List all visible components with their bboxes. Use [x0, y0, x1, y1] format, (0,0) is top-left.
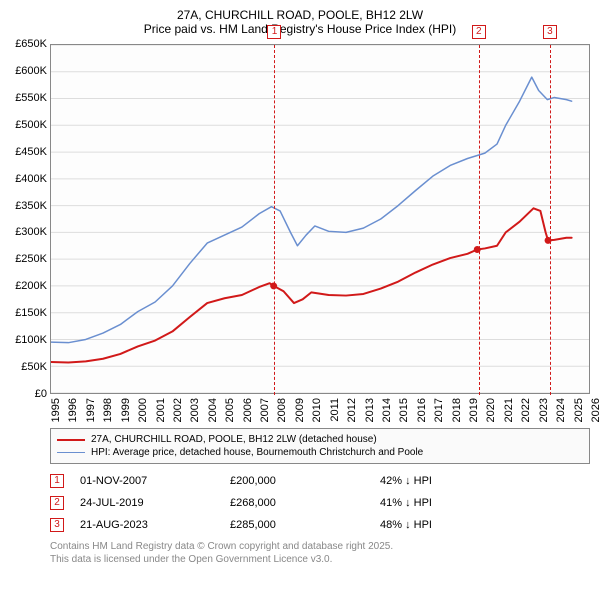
sale-price: £200,000 — [230, 475, 380, 487]
y-tick-label: £400K — [15, 173, 47, 185]
legend-swatch — [57, 452, 85, 453]
x-tick-label: 2024 — [555, 398, 567, 422]
sale-marker-box: 2 — [50, 496, 64, 510]
x-tick-label: 2006 — [242, 398, 254, 422]
sale-date: 24-JUL-2019 — [80, 497, 230, 509]
x-tick-label: 2016 — [416, 398, 428, 422]
x-tick-label: 2014 — [381, 398, 393, 422]
x-tick-label: 2012 — [346, 398, 358, 422]
x-tick-label: 2008 — [276, 398, 288, 422]
x-tick-label: 2009 — [294, 398, 306, 422]
legend-item: HPI: Average price, detached house, Bour… — [57, 446, 583, 459]
x-tick-label: 2005 — [224, 398, 236, 422]
plot-svg — [51, 45, 589, 393]
x-tick-label: 2007 — [259, 398, 271, 422]
y-tick-label: £450K — [15, 146, 47, 158]
title-subtitle: Price paid vs. HM Land Registry's House … — [0, 22, 600, 36]
x-tick-label: 2018 — [451, 398, 463, 422]
y-tick-label: £500K — [15, 119, 47, 131]
x-tick-label: 2003 — [189, 398, 201, 422]
event-marker-label: 2 — [472, 25, 486, 39]
event-marker-line — [550, 45, 551, 395]
sale-row: 3 21-AUG-2023£285,00048% ↓ HPI — [50, 514, 590, 536]
sale-price: £285,000 — [230, 519, 380, 531]
y-tick-label: £550K — [15, 92, 47, 104]
y-tick-label: £50K — [21, 361, 47, 373]
sale-date: 21-AUG-2023 — [80, 519, 230, 531]
event-marker-line — [479, 45, 480, 395]
legend-label: 27A, CHURCHILL ROAD, POOLE, BH12 2LW (de… — [91, 434, 377, 445]
sale-row: 1 01-NOV-2007£200,00042% ↓ HPI — [50, 470, 590, 492]
x-tick-label: 2021 — [503, 398, 515, 422]
legend: 27A, CHURCHILL ROAD, POOLE, BH12 2LW (de… — [50, 428, 590, 464]
x-tick-label: 2026 — [590, 398, 600, 422]
attribution-line2: This data is licensed under the Open Gov… — [50, 553, 590, 566]
x-tick-label: 2023 — [538, 398, 550, 422]
sale-row: 2 24-JUL-2019£268,00041% ↓ HPI — [50, 492, 590, 514]
sale-price: £268,000 — [230, 497, 380, 509]
x-tick-label: 2022 — [520, 398, 532, 422]
x-axis: 1995 1996 1997 1998 1999 2000 2001 2002 2003 2004… — [50, 394, 590, 420]
y-tick-label: £650K — [15, 38, 47, 50]
sale-marker-box: 1 — [50, 474, 64, 488]
attribution: Contains HM Land Registry data © Crown c… — [50, 540, 590, 566]
sale-vs-hpi: 48% ↓ HPI — [380, 519, 530, 531]
event-marker-label: 3 — [543, 25, 557, 39]
sale-date: 01-NOV-2007 — [80, 475, 230, 487]
x-tick-label: 2004 — [207, 398, 219, 422]
sale-vs-hpi: 41% ↓ HPI — [380, 497, 530, 509]
y-tick-label: £0 — [35, 388, 47, 400]
x-tick-label: 2002 — [172, 398, 184, 422]
x-tick-label: 2013 — [364, 398, 376, 422]
y-tick-label: £200K — [15, 280, 47, 292]
x-tick-label: 1998 — [102, 398, 114, 422]
title-area: 27A, CHURCHILL ROAD, POOLE, BH12 2LW Pri… — [0, 0, 600, 40]
event-marker-label: 1 — [267, 25, 281, 39]
x-tick-label: 1996 — [67, 398, 79, 422]
y-tick-label: £300K — [15, 226, 47, 238]
plot-area: 123 — [50, 44, 590, 394]
event-marker-line — [274, 45, 275, 395]
sale-vs-hpi: 42% ↓ HPI — [380, 475, 530, 487]
x-tick-label: 2000 — [137, 398, 149, 422]
attribution-line1: Contains HM Land Registry data © Crown c… — [50, 540, 590, 553]
x-tick-label: 1997 — [85, 398, 97, 422]
y-tick-label: £100K — [15, 334, 47, 346]
x-tick-label: 2019 — [468, 398, 480, 422]
x-tick-label: 2010 — [311, 398, 323, 422]
sale-marker-box: 3 — [50, 518, 64, 532]
x-tick-label: 2017 — [433, 398, 445, 422]
legend-item: 27A, CHURCHILL ROAD, POOLE, BH12 2LW (de… — [57, 433, 583, 446]
legend-label: HPI: Average price, detached house, Bour… — [91, 447, 423, 458]
x-tick-label: 1999 — [120, 398, 132, 422]
legend-swatch — [57, 439, 85, 441]
y-axis: £0£50K£100K£150K£200K£250K£300K£350K£400… — [0, 44, 50, 394]
y-tick-label: £250K — [15, 253, 47, 265]
x-tick-label: 2011 — [329, 398, 341, 422]
chart-container: £0 £50K £100K £150K £200K £250K £300K £350K £400… — [0, 44, 600, 420]
title-address: 27A, CHURCHILL ROAD, POOLE, BH12 2LW — [0, 8, 600, 22]
y-tick-label: £350K — [15, 200, 47, 212]
sales-table: 1 01-NOV-2007£200,00042% ↓ HPI 2 24-JUL-201… — [50, 470, 590, 536]
x-tick-label: 2015 — [398, 398, 410, 422]
x-tick-label: 2001 — [155, 398, 167, 422]
x-tick-label: 2025 — [573, 398, 585, 422]
y-tick-label: £150K — [15, 307, 47, 319]
x-tick-label: 1995 — [50, 398, 62, 422]
y-tick-label: £600K — [15, 65, 47, 77]
x-tick-label: 2020 — [485, 398, 497, 422]
